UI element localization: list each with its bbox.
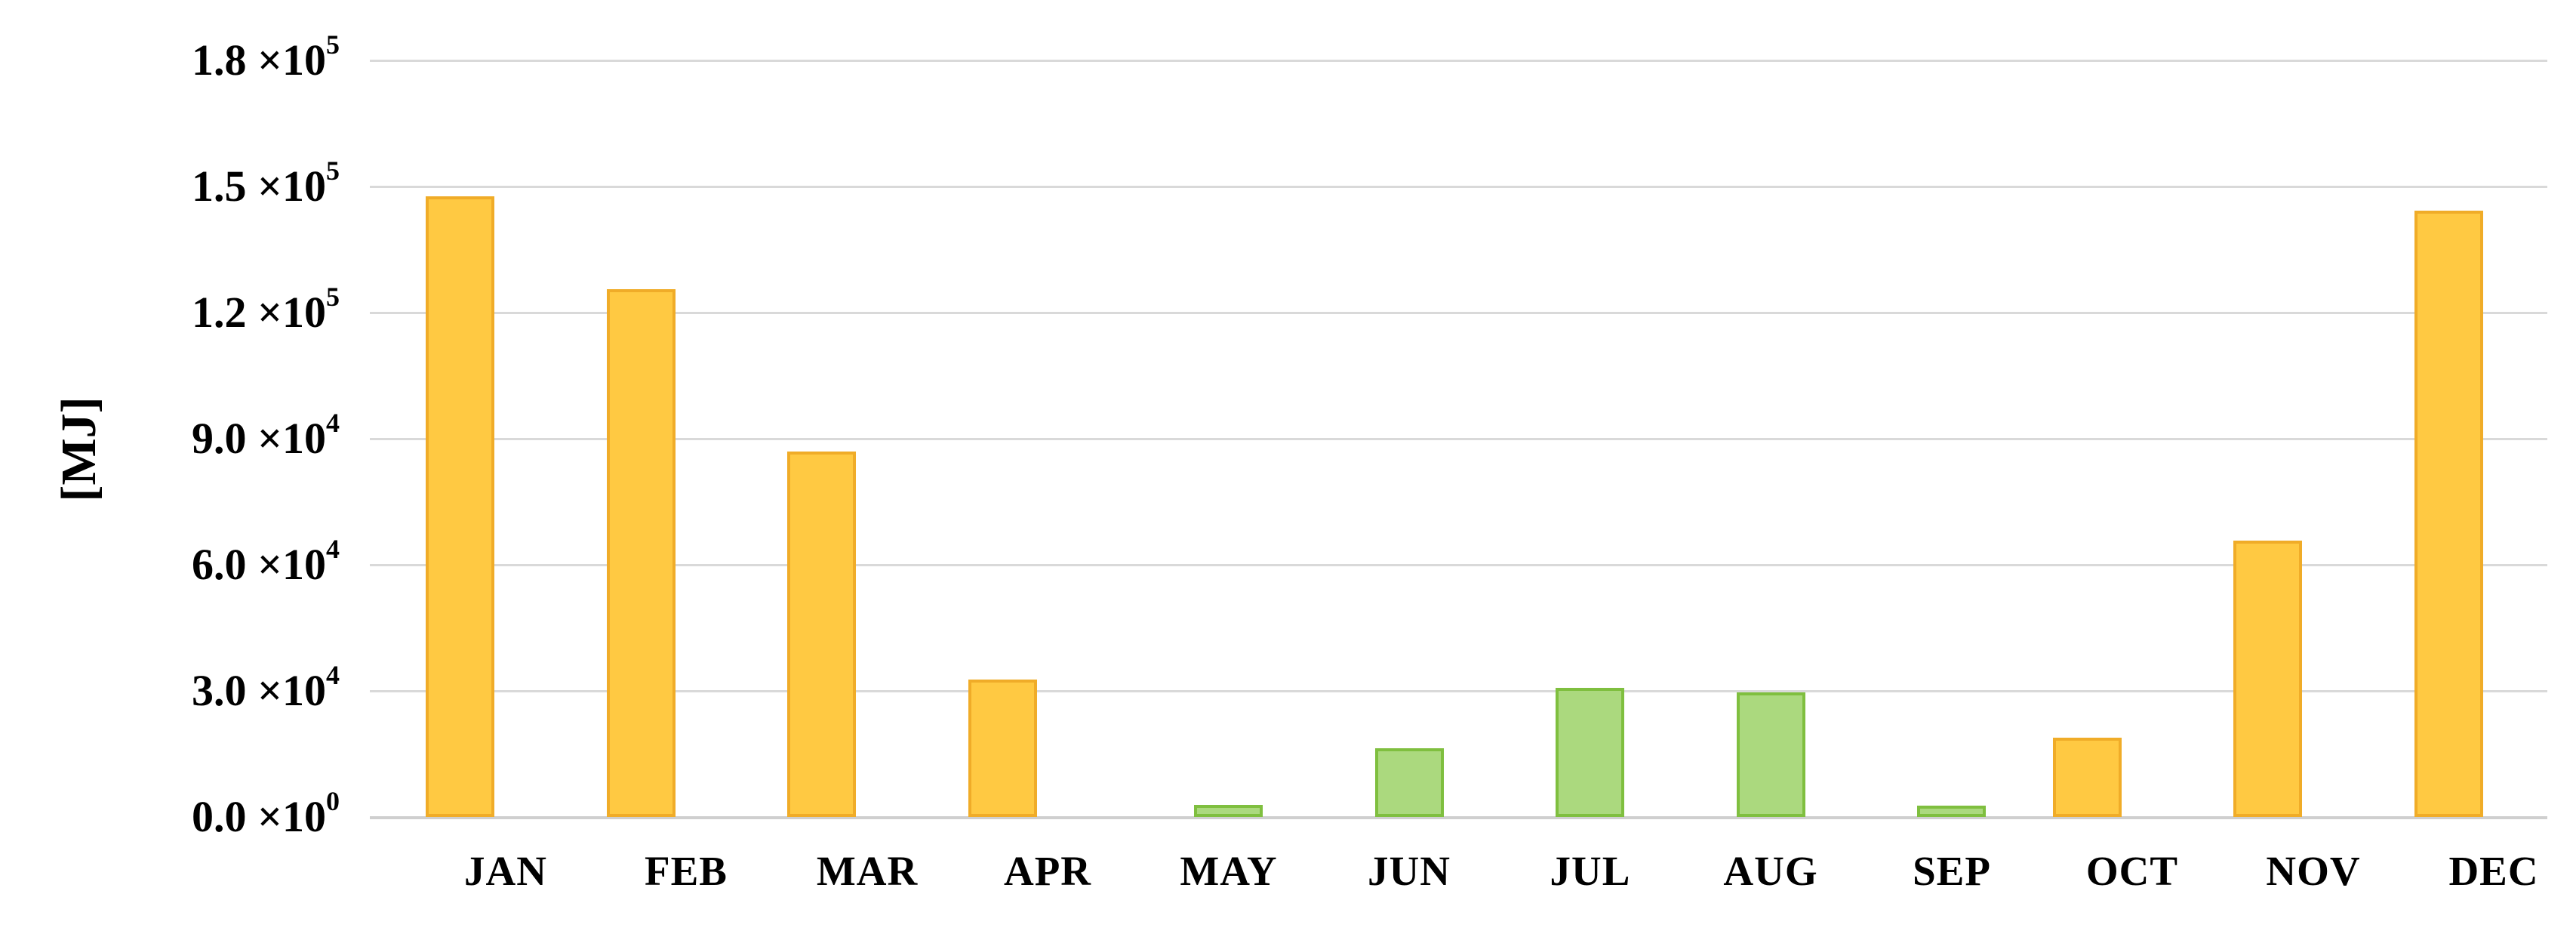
gridline [370,438,2547,440]
y-tick-label: 1.5 ×105 [191,156,340,211]
y-tick-label: 6.0 ×104 [191,534,340,589]
gridline [370,312,2547,314]
gridline [370,690,2547,692]
bar-may [1194,805,1263,817]
bar-jun [1375,748,1444,817]
bar-feb [607,289,676,817]
x-tick-may: MAY [1180,848,1278,894]
x-tick-feb: FEB [645,848,728,894]
bar-dec [2414,211,2483,817]
x-tick-sep: SEP [1913,848,1991,894]
y-tick-label: 1.2 ×105 [191,282,340,337]
x-tick-apr: APR [1003,848,1092,894]
gridline [370,186,2547,188]
bar-jul [1556,688,1624,817]
bar-oct [2053,738,2122,817]
gridline [370,564,2547,566]
y-tick-label: 9.0 ×104 [191,408,340,463]
bar-apr [968,680,1037,817]
y-tick-label: 3.0 ×104 [191,660,340,715]
bar-aug [1737,692,1805,817]
x-tick-jun: JUN [1368,848,1451,894]
x-tick-dec: DEC [2448,848,2539,894]
x-tick-jan: JAN [464,848,547,894]
y-tick-label: 1.8 ×105 [191,29,340,85]
x-tick-nov: NOV [2266,848,2361,894]
x-tick-jul: JUL [1550,848,1631,894]
x-tick-mar: MAR [816,848,919,894]
bar-mar [787,452,856,817]
x-axis-line [370,816,2547,819]
bar-jan [426,196,494,817]
y-tick-label: 0.0 ×100 [191,786,340,841]
x-tick-aug: AUG [1723,848,1818,894]
x-tick-oct: OCT [2085,848,2179,894]
gridline [370,60,2547,62]
bar-sep [1917,806,1986,817]
bar-nov [2233,541,2302,817]
